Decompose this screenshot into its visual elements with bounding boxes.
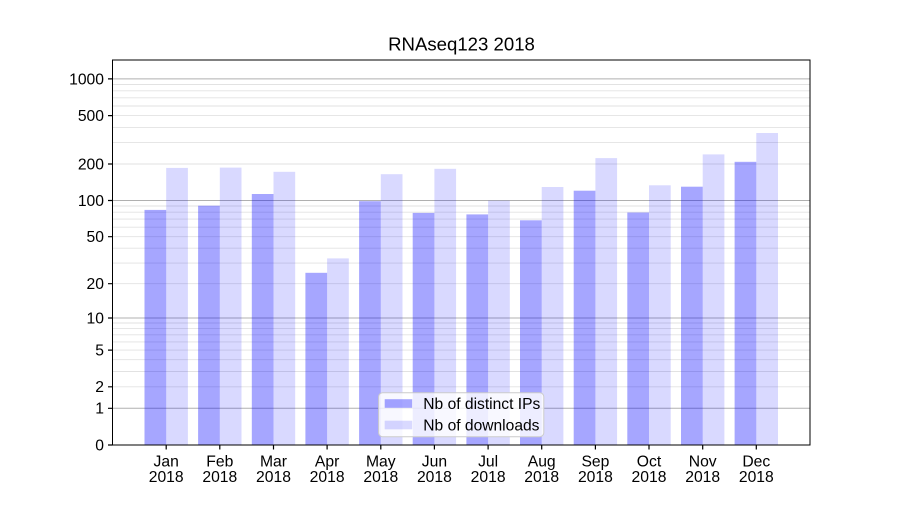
svg-text:2018: 2018: [471, 469, 506, 486]
svg-text:0: 0: [95, 437, 104, 454]
svg-text:5: 5: [95, 343, 104, 360]
svg-text:2018: 2018: [363, 469, 398, 486]
svg-text:2018: 2018: [739, 469, 774, 486]
svg-text:Feb: Feb: [206, 453, 233, 470]
svg-text:2018: 2018: [149, 469, 184, 486]
svg-text:Jul: Jul: [478, 453, 498, 470]
svg-text:20: 20: [87, 276, 105, 293]
svg-text:2018: 2018: [578, 469, 613, 486]
svg-text:Oct: Oct: [637, 453, 662, 470]
svg-text:200: 200: [78, 156, 104, 173]
svg-text:1: 1: [95, 401, 104, 418]
svg-text:100: 100: [78, 193, 104, 210]
svg-text:RNAseq123 2018: RNAseq123 2018: [388, 34, 535, 55]
svg-text:2018: 2018: [632, 469, 667, 486]
svg-text:2018: 2018: [256, 469, 291, 486]
svg-text:Sep: Sep: [581, 453, 609, 470]
svg-text:Nb of downloads: Nb of downloads: [423, 417, 539, 434]
svg-text:Mar: Mar: [260, 453, 287, 470]
svg-text:May: May: [366, 453, 396, 470]
svg-text:Jan: Jan: [154, 453, 179, 470]
svg-text:Apr: Apr: [315, 453, 339, 470]
svg-text:10: 10: [87, 310, 105, 327]
svg-text:Dec: Dec: [742, 453, 770, 470]
svg-text:1000: 1000: [69, 71, 104, 88]
svg-text:2: 2: [95, 379, 104, 396]
svg-text:2018: 2018: [685, 469, 720, 486]
svg-text:Nov: Nov: [689, 453, 717, 470]
svg-text:2018: 2018: [524, 469, 559, 486]
svg-text:Jun: Jun: [422, 453, 447, 470]
svg-text:2018: 2018: [202, 469, 237, 486]
svg-text:2018: 2018: [310, 469, 345, 486]
svg-text:2018: 2018: [417, 469, 452, 486]
svg-text:Aug: Aug: [528, 453, 556, 470]
svg-text:50: 50: [87, 229, 105, 246]
svg-text:Nb of distinct IPs: Nb of distinct IPs: [423, 396, 540, 413]
svg-text:500: 500: [78, 108, 104, 125]
